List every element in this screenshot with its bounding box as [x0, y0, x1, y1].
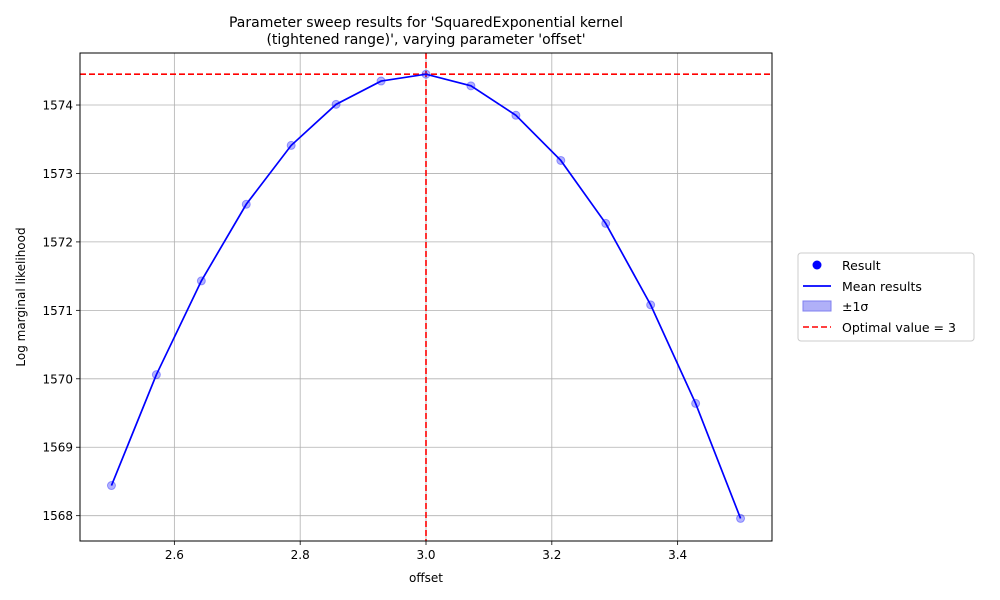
y-axis-label: Log marginal likelihood — [14, 227, 28, 366]
result-point — [151, 370, 161, 380]
y-tick-label: 1572 — [42, 235, 73, 249]
legend-result-marker — [812, 260, 822, 270]
result-point — [646, 300, 656, 310]
result-point — [106, 481, 116, 491]
reference-lines — [80, 53, 772, 541]
x-tick-label: 3.4 — [668, 548, 687, 562]
result-point — [241, 199, 251, 209]
chart-title-line-1: Parameter sweep results for 'SquaredExpo… — [229, 15, 623, 31]
x-tick-label: 3.0 — [416, 548, 435, 562]
mean-results-line — [110, 73, 742, 519]
result-point — [331, 99, 341, 109]
legend-optimal-label: Optimal value = 3 — [842, 320, 956, 335]
result-point — [196, 276, 206, 286]
y-tick-label: 1570 — [42, 372, 73, 386]
legend: Result Mean results ±1σ Optimal value = … — [797, 252, 975, 342]
result-point — [376, 76, 386, 86]
result-point — [286, 140, 296, 150]
x-ticks: 2.6 2.8 3.0 3.2 3.4 — [165, 541, 687, 562]
x-tick-label: 2.8 — [291, 548, 310, 562]
legend-mean-label: Mean results — [842, 279, 922, 294]
result-point — [736, 513, 746, 523]
y-ticks: 1568 1569 1570 1571 1572 1573 1574 — [42, 99, 80, 523]
mean-line-layer — [110, 73, 742, 519]
y-tick-label: 1573 — [42, 167, 73, 181]
legend-sigma-label: ±1σ — [842, 299, 868, 314]
chart-title-line-2: (tightened range)', varying parameter 'o… — [266, 32, 585, 48]
legend-box — [797, 252, 975, 342]
x-axis-label: offset — [409, 571, 443, 585]
result-point — [466, 81, 476, 91]
result-point — [511, 110, 521, 120]
result-points — [106, 69, 746, 523]
result-point — [421, 69, 431, 79]
y-tick-label: 1568 — [42, 509, 73, 523]
x-tick-label: 2.6 — [165, 548, 184, 562]
result-point — [556, 155, 566, 165]
result-point — [601, 218, 611, 228]
y-tick-label: 1571 — [42, 304, 73, 318]
x-tick-label: 3.2 — [542, 548, 561, 562]
y-tick-label: 1569 — [42, 441, 73, 455]
result-point — [691, 398, 701, 408]
y-tick-label: 1574 — [42, 99, 73, 113]
legend-result-label: Result — [842, 258, 881, 273]
legend-sigma-patch — [802, 300, 832, 312]
